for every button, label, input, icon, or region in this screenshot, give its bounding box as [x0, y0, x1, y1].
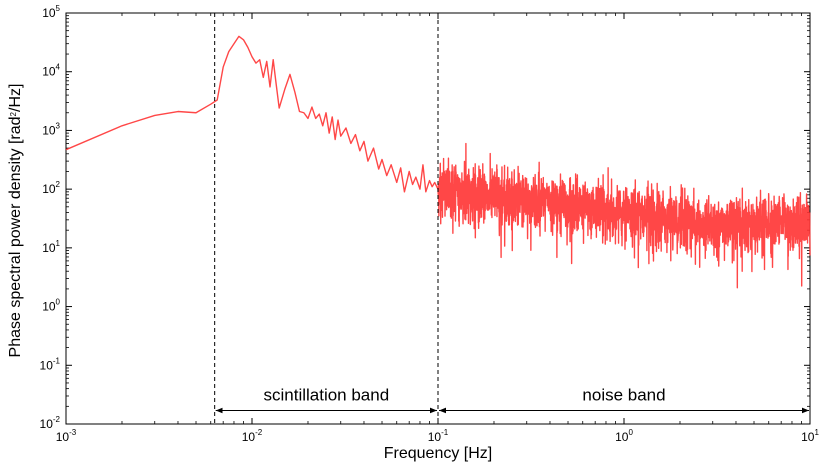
y-tick-label: 103	[42, 121, 60, 137]
x-tick-label: 101	[801, 428, 819, 444]
psd-series-line	[65, 35, 811, 289]
y-tick-label: 100	[42, 298, 60, 314]
y-axis-title-tail: /Hz]	[7, 84, 24, 112]
y-tick-label: 104	[42, 63, 60, 79]
band-label: scintillation band	[263, 385, 389, 404]
y-axis-title: Phase spectral power density [rad2/Hz]	[7, 84, 24, 358]
y-tick-label: 10-1	[40, 356, 61, 372]
x-tick-label: 10-3	[56, 428, 77, 444]
x-tick-label: 10-1	[428, 428, 449, 444]
band-label: noise band	[582, 385, 665, 404]
x-tick-label: 10-2	[242, 428, 263, 444]
y-axis-title-main: Phase spectral power density [rad	[7, 116, 24, 357]
x-axis-title: Frequency [Hz]	[384, 445, 492, 462]
y-tick-label: 101	[42, 239, 60, 255]
y-tick-label: 10-2	[40, 415, 61, 431]
y-tick-label: 105	[42, 4, 60, 20]
x-tick-label: 100	[615, 428, 633, 444]
y-axis-title-sup: 2	[9, 111, 18, 116]
y-tick-label: 102	[42, 180, 60, 196]
